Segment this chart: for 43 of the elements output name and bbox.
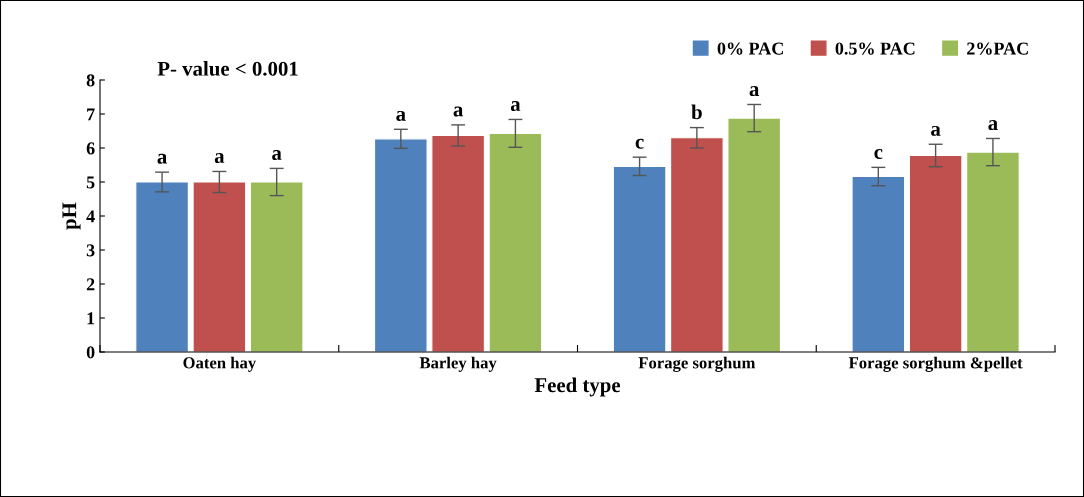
data-label: b [691, 104, 702, 120]
bar [431, 134, 485, 352]
x-tick-label: Forage sorghum [638, 356, 756, 372]
y-tick-label: 6 [86, 142, 95, 155]
y-axis-title: pH [62, 202, 81, 230]
bar [966, 151, 1020, 352]
data-label: a [453, 106, 464, 117]
legend-label: 0% PAC [717, 42, 783, 55]
bar [908, 154, 963, 352]
data-label: a [510, 101, 521, 112]
bar [727, 117, 781, 352]
bar [192, 181, 247, 352]
x-axis-title: Feed type [534, 377, 621, 397]
y-tick-label: 2 [86, 278, 95, 291]
y-tick-label: 4 [86, 210, 95, 223]
data-label: c [874, 148, 883, 159]
data-label: c [635, 138, 644, 149]
bar [249, 181, 304, 352]
x-tick-label: Forage sorghum &pellet [848, 356, 1023, 372]
data-label: a [988, 120, 998, 131]
bar [135, 181, 189, 352]
y-tick-label: 3 [86, 244, 95, 257]
legend-label: 2%PAC [967, 42, 1028, 55]
bar [488, 132, 543, 352]
data-label: a [157, 153, 167, 164]
y-tick-label: 0 [86, 346, 95, 359]
data-label: a [749, 86, 760, 97]
y-tick-label: 7 [87, 108, 95, 121]
bar [670, 137, 724, 352]
y-tick-label: 5 [86, 176, 95, 189]
bar [612, 165, 667, 352]
legend-label: 0.5% PAC [835, 42, 915, 55]
data-label: a [214, 153, 225, 164]
bar [851, 176, 906, 352]
x-tick-label: Barley hay [419, 356, 497, 372]
x-tick-label: Oaten hay [183, 356, 257, 372]
y-tick-label: 1 [87, 312, 95, 325]
text: P- value < 0.001 [157, 61, 298, 76]
data-label: a [931, 125, 941, 136]
bar [374, 138, 428, 352]
data-label: a [272, 150, 282, 160]
data-label: a [396, 110, 406, 121]
y-tick-label: 8 [86, 74, 95, 87]
